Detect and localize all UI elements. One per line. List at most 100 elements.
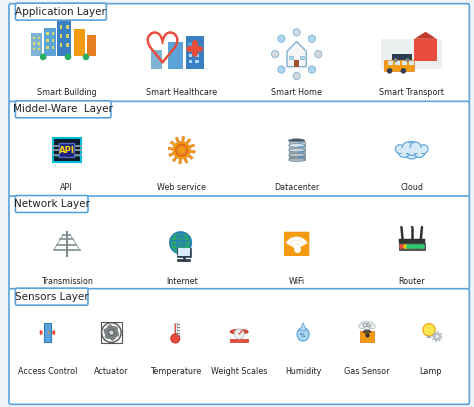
Bar [44,28,56,55]
Bar [189,60,192,63]
Text: Smart Building: Smart Building [37,88,96,97]
Circle shape [272,50,279,58]
Circle shape [188,42,192,46]
Circle shape [395,145,404,153]
Circle shape [109,330,114,335]
Bar [60,25,63,29]
Text: Weight Scales: Weight Scales [211,368,267,376]
Circle shape [278,35,285,42]
Bar [52,39,55,42]
Bar [392,54,412,60]
Bar [33,37,35,39]
Polygon shape [432,331,442,341]
Circle shape [419,145,428,153]
Bar [402,61,407,65]
Text: %: % [301,333,306,338]
Circle shape [363,321,372,330]
Circle shape [308,66,316,73]
Bar [384,60,414,71]
Text: WiFi: WiFi [289,277,305,286]
Circle shape [404,144,419,159]
Text: Lamp: Lamp [419,368,442,376]
Polygon shape [110,331,116,341]
Bar [53,138,81,162]
Polygon shape [107,324,112,334]
Bar [186,36,204,70]
Bar [289,150,305,155]
Circle shape [171,45,175,49]
Circle shape [406,58,410,62]
Circle shape [171,334,180,343]
Bar [46,39,49,42]
FancyBboxPatch shape [15,195,88,212]
Bar [46,32,49,35]
FancyBboxPatch shape [9,196,469,290]
Bar [87,35,96,55]
Text: Gas Sensor: Gas Sensor [344,368,390,376]
Text: API: API [59,146,74,155]
Bar [177,248,191,257]
Ellipse shape [289,149,305,152]
Circle shape [64,54,72,60]
Text: Sensors Layer: Sensors Layer [15,292,89,302]
Ellipse shape [289,144,305,147]
Bar [238,332,240,339]
Bar [289,145,305,150]
Bar [360,331,374,342]
Bar [46,46,49,49]
Polygon shape [110,329,118,337]
Circle shape [315,50,322,58]
Circle shape [170,232,191,254]
Circle shape [359,324,364,329]
Bar [59,143,74,157]
Circle shape [278,66,285,73]
Bar [289,155,305,160]
Bar [298,147,304,148]
Bar [399,243,425,250]
Circle shape [401,226,402,228]
Circle shape [82,54,89,60]
Text: Datacenter: Datacenter [274,183,319,192]
Circle shape [421,226,423,228]
Bar [409,61,414,65]
Bar [189,54,192,57]
Bar [178,248,190,256]
Circle shape [234,329,244,339]
Circle shape [405,141,419,155]
Text: Web service: Web service [157,183,206,192]
Circle shape [178,147,185,153]
FancyBboxPatch shape [15,3,106,20]
Text: Transmission: Transmission [41,277,92,286]
Bar [168,42,183,70]
Circle shape [423,324,435,336]
Text: Actuator: Actuator [94,368,128,376]
Polygon shape [414,32,437,39]
Circle shape [110,331,113,334]
Bar [57,19,71,55]
FancyBboxPatch shape [9,289,469,404]
Ellipse shape [289,139,305,142]
Ellipse shape [289,158,305,162]
Bar [173,323,177,338]
Bar [230,339,248,342]
Bar [31,33,42,55]
Circle shape [308,35,316,42]
Bar [427,336,431,337]
Bar [195,54,199,57]
Circle shape [101,323,121,342]
Polygon shape [104,329,112,336]
Bar [300,55,304,59]
Circle shape [293,72,300,79]
Circle shape [40,54,46,60]
Text: Cloud: Cloud [400,183,423,192]
FancyBboxPatch shape [15,288,88,305]
Text: Internet: Internet [166,277,198,286]
Bar [298,156,304,158]
Text: Network Layer: Network Layer [14,199,90,209]
Bar [381,39,442,70]
Bar [151,50,162,70]
Bar [60,43,63,47]
Bar [427,337,431,338]
Circle shape [401,68,406,74]
Text: Application Layer: Application Layer [16,7,106,17]
